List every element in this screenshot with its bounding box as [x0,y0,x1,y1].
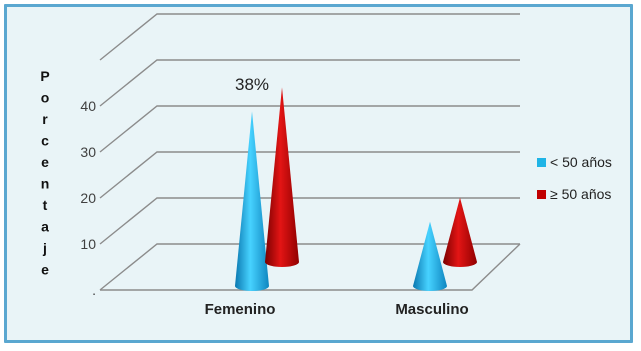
y-tick-label: . [92,282,96,298]
y-axis-label-letter: e [41,154,49,170]
cone-masculino-series-1 [413,221,447,291]
gridline [99,105,520,153]
legend-swatch [537,158,546,167]
category-label: Femenino [205,301,276,318]
y-tick-label: 10 [80,236,96,252]
y-axis-label-letter: P [40,68,49,84]
y-axis-label-letter: t [43,197,48,213]
legend-label: ≥ 50 años [550,186,611,202]
y-axis-label-letter: n [41,176,50,192]
cone-masculino-series-2 [443,197,477,267]
y-tick-label: 30 [80,144,96,160]
y-tick-label: 40 [80,98,96,114]
y-axis-label-letter: a [41,219,49,235]
legend-label: < 50 años [550,154,612,170]
gridline [99,59,520,107]
data-label-femenino: 38% [235,75,269,94]
y-axis-label-letter: r [42,111,48,127]
y-axis-label-letter: e [41,262,49,278]
y-axis-label-letter: o [41,90,50,106]
y-axis-label-letter: j [42,240,47,256]
cone-femenino-series-2 [265,87,299,267]
gridline [99,243,520,291]
gridline [99,151,520,199]
floor-edge [100,243,521,291]
legend-swatch [537,190,546,199]
y-axis-label-letter: c [41,133,49,149]
y-tick-label: 20 [80,190,96,206]
cone-femenino-series-1 [235,111,269,291]
gridline [99,13,520,61]
gridline [99,197,520,245]
category-label: Masculino [395,301,468,318]
